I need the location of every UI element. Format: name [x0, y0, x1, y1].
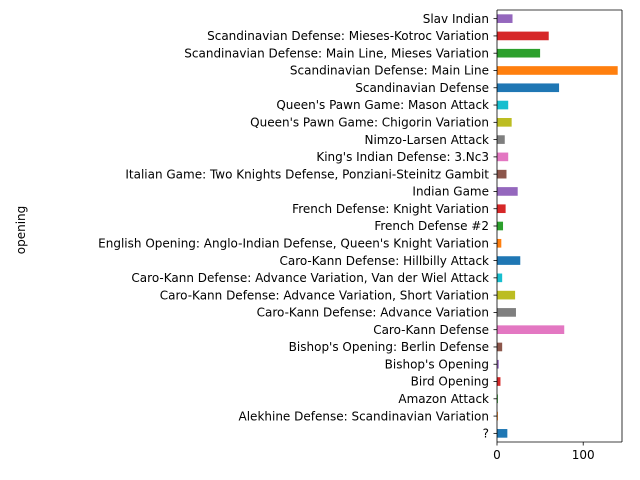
category-tick-label: Bishop's Opening	[385, 357, 489, 371]
category-tick-label: French Defense: Knight Variation	[292, 202, 489, 216]
category-tick-label: Alekhine Defense: Scandinavian Variation	[239, 409, 489, 423]
bar	[497, 290, 516, 300]
bar	[497, 204, 506, 214]
category-tick-label: Scandinavian Defense: Main Line	[290, 64, 489, 78]
category-tick-labels: ? Alekhine Defense: Scandinavian Variatio…	[98, 12, 489, 441]
category-tick-label: ?	[483, 427, 489, 441]
category-tick-label: Scandinavian Defense: Main Line, Mieses …	[184, 46, 489, 60]
bar	[497, 308, 516, 317]
category-tick-label: Nimzo-Larsen Attack	[364, 133, 489, 147]
category-tick-label: Caro-Kann Defense: Hillbilly Attack	[279, 254, 489, 268]
category-tick-label: Indian Game	[412, 185, 489, 199]
bar-group	[497, 14, 618, 438]
bar	[497, 31, 549, 41]
bar	[497, 221, 504, 231]
bar	[497, 256, 521, 265]
bar	[497, 118, 512, 127]
bar	[497, 135, 505, 144]
category-tick-label: Caro-Kann Defense: Advance Variation, Sh…	[160, 288, 489, 302]
category-tick-label: Caro-Kann Defense: Advance Variation, Va…	[131, 271, 489, 285]
plot-frame	[496, 9, 623, 443]
category-tick-label: English Opening: Anglo-Indian Defense, Q…	[98, 236, 489, 250]
value-tick-label: 100	[572, 448, 595, 462]
category-tick-label: Italian Game: Two Knights Defense, Ponzi…	[125, 167, 489, 181]
bar	[497, 342, 503, 352]
bar	[497, 66, 618, 75]
y-axis-label: opening	[14, 206, 28, 255]
bar	[497, 169, 507, 179]
bar	[497, 359, 499, 369]
bar	[497, 429, 508, 438]
category-tick-label: King's Indian Defense: 3.Nc3	[316, 150, 489, 164]
bar	[497, 152, 509, 162]
category-tick-label: Caro-Kann Defense: Advance Variation	[257, 306, 489, 320]
category-tick-label: Amazon Attack	[398, 392, 489, 406]
bar	[497, 273, 503, 283]
bar	[497, 100, 509, 110]
category-tick-label: Slav Indian	[423, 12, 489, 26]
bar	[497, 48, 541, 58]
bar	[497, 187, 518, 196]
category-tick-label: Scandinavian Defense	[355, 81, 489, 95]
bar	[497, 411, 498, 421]
value-ticks: 0 100	[493, 442, 595, 462]
category-tick-label: Queen's Pawn Game: Chigorin Variation	[250, 116, 489, 130]
bar	[497, 325, 565, 334]
bar	[497, 377, 501, 386]
category-tick-marks	[493, 18, 497, 434]
bar	[497, 394, 498, 404]
category-tick-label: Bird Opening	[411, 375, 489, 389]
bar	[497, 83, 560, 93]
category-tick-label: Bishop's Opening: Berlin Defense	[289, 340, 489, 354]
category-tick-label: French Defense #2	[374, 219, 489, 233]
value-tick-label: 0	[493, 448, 501, 462]
category-tick-label: Caro-Kann Defense	[373, 323, 489, 337]
bar	[497, 238, 502, 248]
category-tick-label: Scandinavian Defense: Mieses-Kotroc Vari…	[207, 29, 489, 43]
category-tick-label: Queen's Pawn Game: Mason Attack	[276, 98, 489, 112]
bar	[497, 14, 513, 23]
